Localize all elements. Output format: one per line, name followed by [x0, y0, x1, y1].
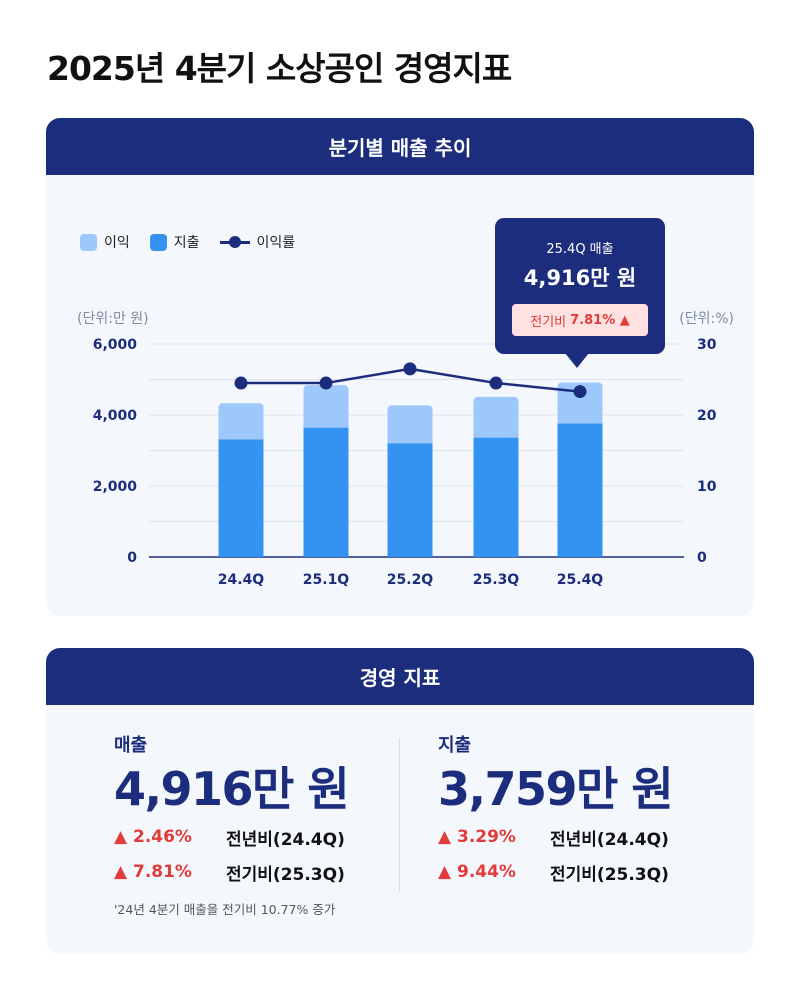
expense-qoq-label: 전기비(25.3Q) [550, 864, 669, 885]
revenue-value: 4,916만 원 [114, 762, 350, 816]
profit-bar [218, 403, 264, 444]
revenue-kpi: 매출 4,916만 원 ▲ 2.46% 전년비(24.4Q) ▲ 7.81% 전… [114, 731, 350, 918]
legend-expense-label: 지출 [173, 235, 200, 251]
kpi-header: 경영 지표 [46, 648, 754, 705]
x-tick-label: 25.4Q [557, 572, 604, 588]
expense-qoq-row: ▲ 9.44% 전기비(25.3Q) [438, 860, 672, 885]
revenue-yoy-pct: ▲ 2.46% [114, 827, 192, 848]
legend-margin: 이익률 [219, 232, 296, 252]
y-right-tick-label: 10 [697, 479, 717, 495]
sales-trend-panel: 분기별 매출 추이 이익 지출 이익률 (단위:만 원) (단위:%) 0 2,0… [46, 118, 754, 616]
expense-bar [557, 423, 603, 557]
kpi-panel: 경영 지표 매출 4,916만 원 ▲ 2.46% 전년비(24.4Q) ▲ 7… [46, 648, 754, 954]
profit-bar [557, 382, 603, 428]
expense-label: 지출 [438, 735, 472, 756]
sales-trend-header: 분기별 매출 추이 [46, 118, 754, 175]
legend-profit: 이익 [80, 232, 130, 252]
tooltip-value: 4,916만 원 [523, 266, 637, 290]
legend-margin-label: 이익률 [256, 235, 296, 251]
expense-yoy-pct: ▲ 3.29% [438, 827, 516, 848]
revenue-note: '24년 4분기 매출을 전기비 10.77% 증가 [114, 901, 336, 917]
margin-point [489, 376, 503, 390]
tooltip-badge-value: 7.81% ▲ [570, 312, 630, 328]
revenue-qoq-row: ▲ 7.81% 전기비(25.3Q) [114, 860, 348, 885]
profit-swatch [80, 233, 97, 251]
y-right-tick-label: 0 [697, 550, 707, 566]
margin-point [573, 385, 587, 399]
expense-bar [303, 427, 349, 557]
margin-point [234, 376, 248, 390]
profit-bar [473, 396, 519, 442]
expense-bar [218, 439, 264, 557]
revenue-label: 매출 [114, 735, 148, 756]
chart-legend: 이익 지출 이익률 [80, 232, 315, 252]
y-tick-label: 6,000 [93, 337, 138, 353]
revenue-yoy-label: 전년비(24.4Q) [226, 829, 345, 850]
x-tick-label: 25.2Q [387, 572, 434, 588]
expense-kpi: 지출 3,759만 원 ▲ 3.29% 전년비(24.4Q) ▲ 9.44% 전… [438, 731, 674, 885]
margin-point [403, 362, 417, 376]
expense-yoy-row: ▲ 3.29% 전년비(24.4Q) [438, 825, 672, 850]
tooltip-badge: 전기비 7.81% ▲ [512, 304, 648, 336]
x-tick-label: 25.1Q [303, 572, 350, 588]
sales-tooltip: 25.4Q 매출 4,916만 원 전기비 7.81% ▲ [495, 218, 665, 368]
kpi-divider [399, 738, 400, 892]
x-tick-label: 25.3Q [473, 572, 520, 588]
y-tick-label: 0 [127, 550, 137, 566]
expense-bar [387, 443, 433, 557]
y-right-tick-label: 30 [697, 337, 717, 353]
y-tick-label: 4,000 [93, 408, 138, 424]
expense-swatch [149, 233, 167, 251]
revenue-qoq-pct: ▲ 7.81% [114, 862, 192, 883]
profit-bar [387, 405, 433, 448]
y-tick-label: 2,000 [93, 479, 138, 495]
expense-value: 3,759만 원 [438, 762, 674, 816]
legend-expense: 지출 [149, 232, 200, 252]
profit-bar [303, 385, 349, 432]
tooltip-label: 25.4Q 매출 [546, 242, 614, 257]
expense-qoq-pct: ▲ 9.44% [438, 862, 516, 883]
margin-line-swatch [219, 235, 250, 249]
legend-profit-label: 이익 [104, 235, 130, 251]
expense-yoy-label: 전년비(24.4Q) [550, 829, 669, 850]
left-axis-unit: (단위:만 원) [77, 311, 149, 327]
right-axis-unit: (단위:%) [679, 311, 734, 327]
revenue-yoy-row: ▲ 2.46% 전년비(24.4Q) [114, 825, 348, 850]
revenue-qoq-label: 전기비(25.3Q) [226, 864, 345, 885]
stacked-bar-chart: 0 2,000 4,000 6,000 0 10 20 30 24.4Q 25.1Q 25.2Q 25… [93, 337, 717, 588]
x-tick-label: 24.4Q [218, 572, 265, 588]
margin-point [319, 376, 333, 390]
expense-bar [473, 437, 519, 557]
page-title: 2025년 4분기 소상공인 경영지표 [47, 49, 512, 88]
y-right-tick-label: 20 [697, 408, 717, 424]
tooltip-badge-prefix: 전기비 [530, 314, 567, 330]
